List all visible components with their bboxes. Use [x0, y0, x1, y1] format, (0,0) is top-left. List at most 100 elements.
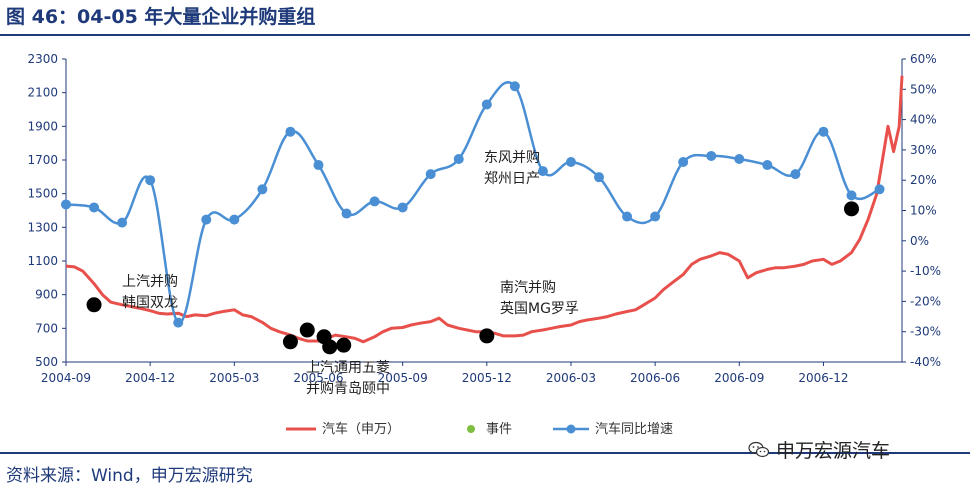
footer-divider — [0, 452, 970, 454]
right-tick-label: -20% — [910, 294, 941, 308]
x-tick-label: 2005-09 — [378, 371, 428, 385]
annotation-line: 郑州日产 — [484, 171, 540, 187]
yoy-growth-point — [481, 99, 492, 110]
x-axis-ticks: 2004-09 2004-12 2005-03 2005-06 2005-09 2005-… — [41, 362, 849, 385]
annotation-line: 英国MG罗孚 — [500, 300, 579, 317]
yoy-growth-point — [818, 126, 829, 137]
yoy-growth-point — [874, 184, 885, 195]
right-tick-label: 20% — [910, 173, 937, 187]
left-tick-label: 700 — [35, 321, 58, 335]
yoy-growth-point — [89, 202, 100, 213]
right-tick-label: 40% — [910, 113, 937, 127]
event-point — [86, 297, 102, 313]
annotation-line: 并购青岛颐中 — [306, 381, 390, 397]
annotation-label: 南汽并购英国MG罗孚 — [500, 280, 579, 317]
yoy-growth-point — [594, 172, 605, 183]
yoy-growth-point — [650, 211, 661, 222]
left-tick-label: 1700 — [27, 153, 58, 167]
yoy-growth-point — [453, 153, 464, 164]
yoy-growth-point — [313, 160, 324, 171]
yoy-growth-point — [145, 175, 156, 186]
event-point — [299, 322, 315, 338]
event-point — [479, 328, 495, 344]
yoy-growth-point — [622, 211, 633, 222]
right-tick-label: -40% — [910, 355, 941, 369]
left-tick-label: 1900 — [27, 119, 58, 133]
event-point — [844, 201, 860, 217]
series-line-auto-index — [65, 75, 904, 344]
yoy-growth-point — [257, 184, 268, 195]
series-line-yoy-growth — [65, 81, 881, 324]
right-tick-label: 60% — [910, 52, 937, 66]
yoy-growth-point — [509, 81, 520, 92]
left-tick-label: 500 — [35, 355, 58, 369]
source-note: 资料来源：Wind，申万宏源研究 — [6, 466, 253, 486]
wechat-icon — [748, 441, 770, 457]
legend-swatch-event — [467, 425, 475, 433]
chart-title: 图 46：04-05 年大量企业并购重组 — [6, 6, 316, 28]
left-tick-label: 1300 — [27, 220, 58, 234]
left-tick-label: 2100 — [27, 86, 58, 100]
x-tick-label: 2005-12 — [462, 371, 512, 385]
left-tick-label: 1100 — [27, 254, 58, 268]
yoy-growth-point — [678, 157, 689, 168]
yoy-growth-point — [565, 157, 576, 168]
yoy-growth-point — [425, 169, 436, 180]
x-tick-label: 2006-06 — [630, 371, 680, 385]
title-divider — [0, 34, 970, 36]
annotation-line: 上汽通用五菱 — [306, 360, 390, 376]
yoy-growth-point — [369, 196, 380, 207]
yoy-growth-point — [341, 208, 352, 219]
watermark: 申万宏源汽车 — [748, 436, 890, 463]
yoy-growth-point — [117, 217, 128, 228]
right-axis-ticks: -40% -30% -20% -10% 0% 10% 20% 30% 40% 50% 60% — [902, 52, 941, 369]
left-axis-ticks: 500 700 900 1100 1300 1500 1700 1900 2100 2300 — [27, 52, 66, 369]
yoy-growth-point — [229, 214, 240, 225]
right-tick-label: -10% — [910, 264, 941, 278]
yoy-growth-point — [790, 169, 801, 180]
legend-swatch-yoy-marker — [566, 424, 576, 434]
left-tick-label: 900 — [35, 288, 58, 302]
x-tick-label: 2004-09 — [41, 371, 91, 385]
x-tick-label: 2005-06 — [293, 371, 343, 385]
yoy-growth-point — [397, 202, 408, 213]
chart-canvas: 500 700 900 1100 1300 1500 1700 1900 2100 2300 -4… — [27, 52, 941, 437]
watermark-text: 申万宏源汽车 — [776, 440, 891, 462]
series-layer — [61, 75, 904, 355]
annotation-label: 东风并购郑州日产 — [484, 150, 540, 187]
left-tick-label: 2300 — [27, 52, 58, 66]
right-tick-label: -30% — [910, 325, 941, 339]
yoy-growth-point — [706, 150, 717, 161]
legend-label-yoy-growth: 汽车同比增速 — [595, 421, 673, 437]
yoy-growth-point — [846, 190, 857, 201]
x-tick-label: 2004-12 — [125, 371, 175, 385]
yoy-growth-point — [537, 166, 548, 177]
x-tick-label: 2006-03 — [546, 371, 596, 385]
annotation-line: 韩国双龙 — [122, 295, 178, 311]
yoy-growth-point — [762, 160, 773, 171]
right-tick-label: 30% — [910, 143, 937, 157]
legend: 汽车（申万） 事件 汽车同比增速 — [286, 421, 673, 437]
event-point — [322, 339, 338, 355]
yoy-growth-point — [61, 199, 71, 210]
annotation-line: 南汽并购 — [500, 280, 556, 296]
event-point — [282, 334, 298, 350]
annotation-label: 上汽并购韩国双龙 — [122, 274, 178, 311]
yoy-growth-point — [285, 126, 296, 137]
annotation-label: 上汽通用五菱并购青岛颐中 — [306, 360, 390, 397]
right-tick-label: 50% — [910, 82, 937, 96]
left-tick-label: 1500 — [27, 187, 58, 201]
legend-label-auto-index: 汽车（申万） — [322, 421, 400, 437]
x-tick-label: 2005-03 — [209, 371, 259, 385]
x-tick-label: 2006-09 — [714, 371, 764, 385]
annotation-line: 上汽并购 — [122, 274, 178, 290]
yoy-growth-point — [173, 317, 184, 328]
right-tick-label: 0% — [910, 234, 929, 248]
yoy-growth-point — [201, 214, 212, 225]
right-tick-label: 10% — [910, 204, 937, 218]
annotation-line: 东风并购 — [484, 150, 540, 166]
yoy-growth-point — [734, 153, 745, 164]
legend-label-event: 事件 — [486, 422, 512, 437]
x-tick-label: 2006-12 — [798, 371, 848, 385]
